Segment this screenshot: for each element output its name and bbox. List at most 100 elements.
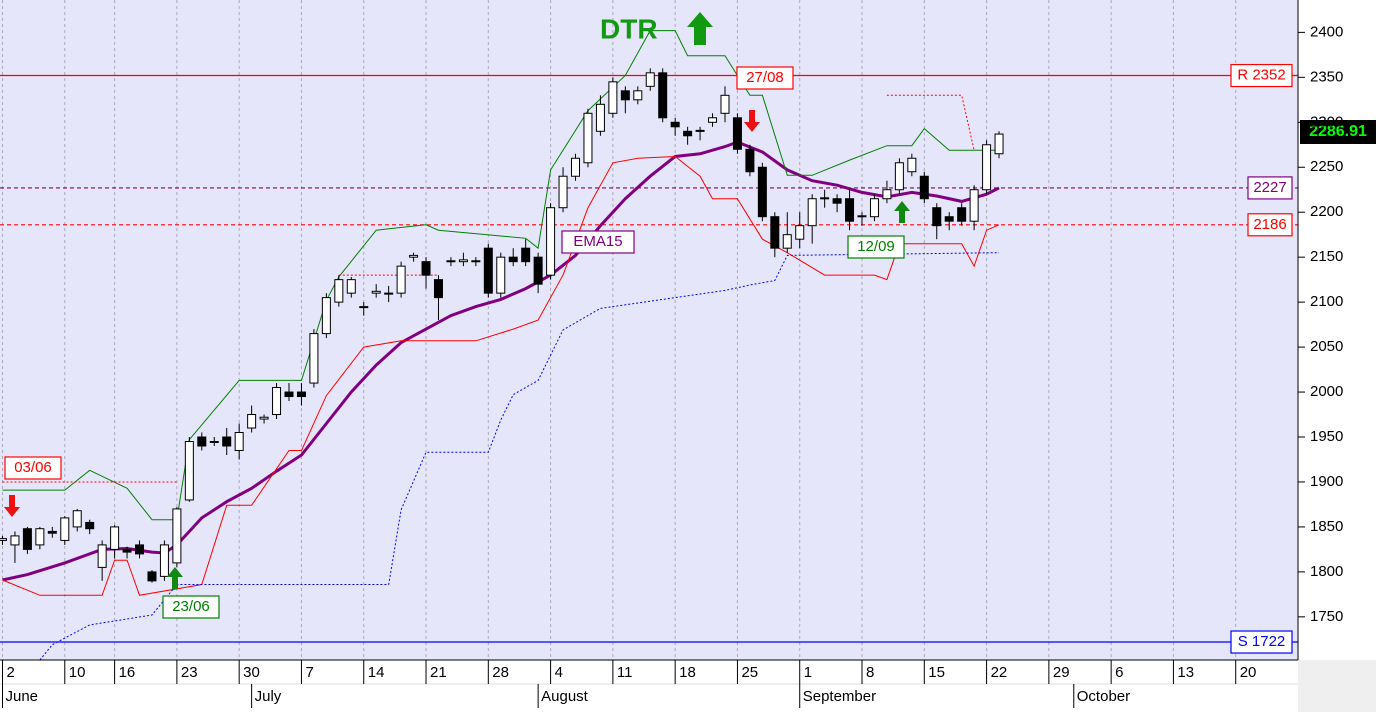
sell-arrow (744, 110, 760, 132)
candle-body (683, 130, 693, 137)
x-tick-label: 10 (69, 664, 86, 681)
candle-body (944, 216, 954, 222)
month-label: July (255, 688, 282, 705)
candle-body (47, 530, 57, 534)
candle-body (820, 197, 830, 200)
candle-body (222, 436, 232, 447)
candle-body (533, 256, 543, 285)
candle-body (0, 538, 7, 541)
signal-label: 27/08 (746, 69, 784, 86)
candle-body (670, 121, 680, 128)
buy-arrow (894, 201, 910, 223)
candle-body (969, 189, 979, 222)
signal-label: 23/06 (172, 598, 210, 615)
x-tick-label: 29 (1053, 664, 1070, 681)
dtr-arrow (687, 12, 713, 45)
signal-label: 03/06 (14, 459, 52, 476)
month-label: October (1077, 688, 1130, 705)
candle-body (645, 72, 655, 87)
y-tick-label: 2300 (1310, 113, 1343, 130)
level-label: 2186 (1253, 216, 1286, 233)
candle-body (546, 207, 556, 276)
y-tick-label: 1900 (1310, 473, 1343, 490)
candle-body (957, 207, 967, 222)
signal-label: 12/09 (857, 238, 895, 255)
candle-body (982, 144, 992, 191)
level-label-box (1230, 63, 1293, 88)
y-tick-label: 2050 (1310, 338, 1343, 355)
x-axis-panel (0, 660, 1298, 712)
candle-body (22, 528, 32, 550)
indicator-line (2, 155, 1000, 596)
candle-body (122, 548, 132, 553)
candle-body (994, 133, 1004, 155)
candle-body (247, 414, 257, 429)
candle-body (446, 260, 456, 263)
last-price: 2286.91 (1309, 123, 1367, 140)
y-tick-label: 1950 (1310, 428, 1343, 445)
y-axis-panel (1298, 0, 1376, 660)
sell-arrow (4, 495, 20, 517)
candle-body (421, 261, 431, 276)
level-label: S 1722 (1238, 633, 1286, 650)
candle-body (458, 259, 468, 263)
candle-body (882, 189, 892, 200)
x-tick-label: 6 (1115, 664, 1123, 681)
candle-body (732, 117, 742, 150)
candle-body (433, 279, 443, 299)
signal-box (736, 66, 794, 90)
ema-label: EMA15 (573, 233, 622, 250)
ema-label-box (561, 230, 635, 254)
candle-body (184, 440, 194, 501)
x-tick-label: 25 (741, 664, 758, 681)
x-tick-label: 28 (492, 664, 509, 681)
candle-body (708, 117, 718, 123)
candle-body (496, 256, 506, 294)
y-tick-label: 2200 (1310, 203, 1343, 220)
x-tick-label: 23 (181, 664, 198, 681)
candle-body (558, 175, 568, 209)
candle-body (795, 225, 805, 240)
candle-body (10, 535, 20, 546)
x-tick-label: 7 (305, 664, 313, 681)
candle-body (571, 157, 581, 177)
level-label: 2227 (1253, 179, 1286, 196)
candle-body (845, 198, 855, 222)
plot-background (0, 0, 1298, 660)
candle-body (521, 247, 531, 263)
y-tick-label: 2150 (1310, 248, 1343, 265)
candle-body (409, 254, 419, 258)
signal-box (162, 595, 220, 619)
candle-body (359, 306, 369, 309)
candle-body (658, 72, 668, 119)
candle-layer (0, 68, 1004, 583)
candle-body (321, 297, 331, 335)
grid-layer (1, 0, 1237, 660)
candle-body (807, 198, 817, 227)
candle-body (695, 129, 705, 132)
level-label-box (1230, 630, 1293, 654)
x-tick-label: 30 (243, 664, 260, 681)
candle-body (334, 279, 344, 303)
x-tick-label: 4 (555, 664, 563, 681)
y-tick-label: 2400 (1310, 23, 1343, 40)
y-tick-label: 2250 (1310, 158, 1343, 175)
candle-body (35, 528, 45, 546)
x-tick-label: 22 (991, 664, 1008, 681)
x-tick-label: 11 (617, 664, 633, 681)
candle-body (396, 265, 406, 294)
candle-body (595, 103, 605, 132)
candle-body (110, 526, 120, 550)
candle-body (384, 292, 394, 295)
candle-body (197, 436, 207, 447)
buy-arrow (167, 567, 183, 589)
candle-body (782, 234, 792, 249)
month-label: June (5, 688, 38, 705)
candle-body (583, 112, 593, 164)
signal-box (4, 456, 62, 480)
level-label: R 2352 (1237, 67, 1285, 84)
candle-body (272, 387, 282, 416)
candle-body (309, 333, 319, 384)
level-label-box (1247, 213, 1293, 237)
